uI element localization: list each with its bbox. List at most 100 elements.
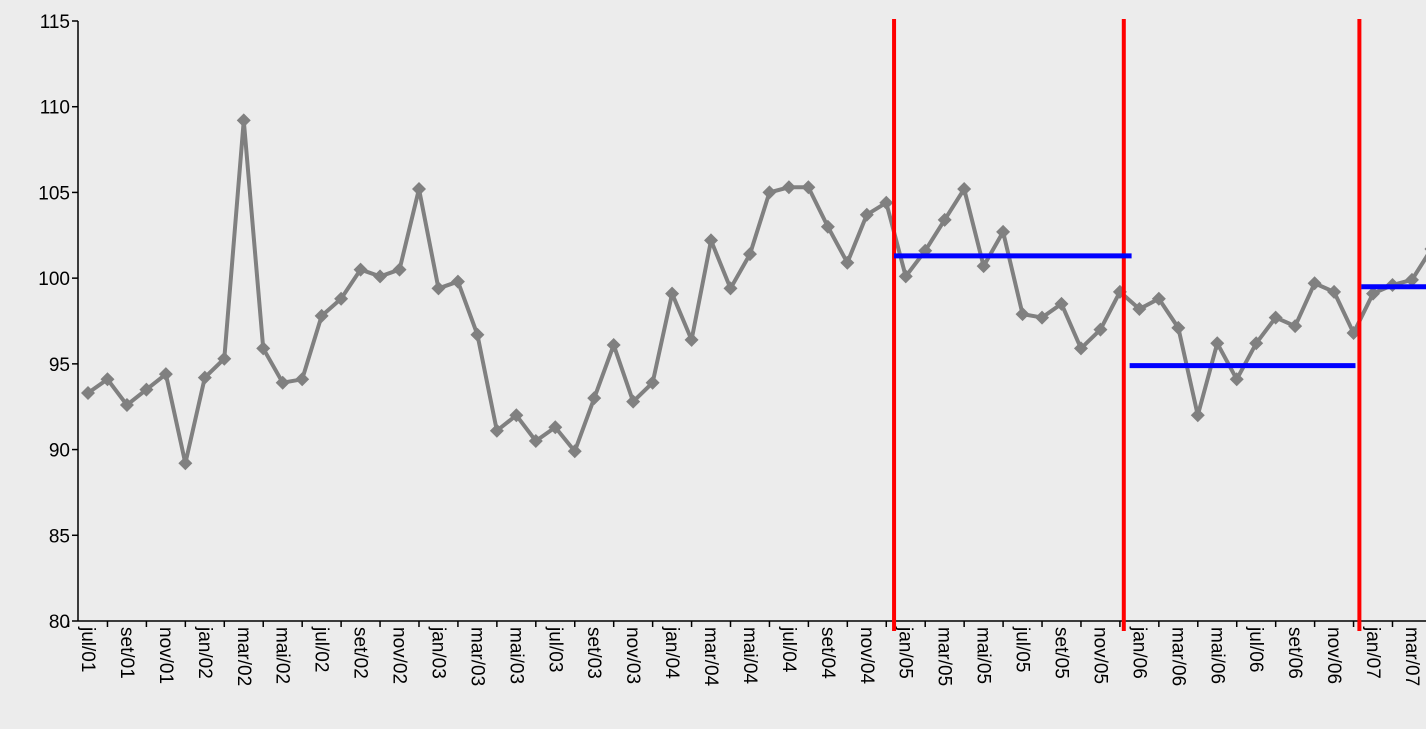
x-tick-label: mai/06: [1206, 627, 1227, 684]
x-tick-label: mar/06: [1167, 627, 1188, 686]
data-point: [762, 185, 777, 200]
data-point: [431, 281, 446, 296]
data-point: [1190, 408, 1205, 423]
x-tick-label: mai/03: [505, 627, 526, 684]
x-tick-label: jan/03: [427, 626, 448, 679]
data-point: [704, 233, 719, 248]
data-point: [898, 269, 913, 284]
data-point: [1346, 326, 1361, 340]
data-point: [139, 382, 154, 397]
data-point: [665, 286, 680, 301]
x-tick-label: nov/02: [389, 627, 410, 684]
data-point: [1249, 336, 1264, 351]
x-tick-label: jan/07: [1362, 626, 1383, 679]
x-tick-label: set/06: [1284, 627, 1305, 679]
x-tick-label: mar/02: [233, 627, 254, 686]
data-point: [256, 341, 271, 356]
data-point: [295, 372, 310, 387]
data-point: [158, 367, 173, 382]
data-point: [587, 391, 602, 406]
data-point: [236, 113, 251, 128]
data-point: [528, 434, 543, 448]
data-point: [1132, 302, 1147, 316]
data-point: [411, 182, 426, 196]
data-point: [392, 262, 407, 277]
x-tick-label: mar/05: [934, 627, 955, 686]
data-point: [275, 375, 290, 390]
data-point: [353, 262, 368, 277]
y-tick-label: 90: [49, 441, 70, 462]
y-tick-label: 110: [40, 98, 70, 119]
data-point: [1073, 341, 1088, 356]
data-point: [1404, 272, 1419, 287]
data-point: [567, 444, 582, 459]
data-point: [937, 212, 952, 227]
data-point: [470, 327, 485, 342]
data-point: [918, 243, 933, 258]
data-point: [489, 423, 504, 438]
x-tick-label: mar/03: [466, 627, 487, 686]
data-point: [334, 291, 349, 306]
x-tick-label: jul/03: [544, 626, 565, 672]
data-point: [1015, 307, 1030, 322]
x-tick-label: jul/02: [311, 626, 332, 672]
data-point: [1229, 372, 1244, 387]
x-tick-label: mai/05: [973, 627, 994, 684]
data-point: [509, 408, 524, 423]
x-tick-label: jul/04: [778, 626, 799, 673]
data-point: [645, 375, 660, 390]
y-tick-label: 100: [38, 269, 70, 290]
x-tick-label: set/01: [116, 627, 137, 679]
data-line: [86, 120, 1426, 464]
data-point: [450, 274, 465, 289]
x-tick-label: nov/01: [155, 627, 176, 684]
data-point: [606, 338, 621, 352]
data-point: [119, 398, 134, 412]
data-point: [1366, 286, 1381, 301]
x-tick-label: jul/01: [77, 626, 98, 672]
data-point: [684, 332, 699, 347]
x-tick-label: nov/05: [1089, 627, 1110, 684]
x-tick-label: set/05: [1051, 627, 1072, 679]
y-tick-label: 95: [49, 355, 70, 376]
x-tick-label: jan/06: [1128, 626, 1149, 679]
data-point: [1268, 310, 1283, 325]
data-point: [801, 180, 816, 195]
data-point: [1171, 320, 1186, 335]
data-point: [1307, 276, 1322, 291]
data-point: [840, 255, 855, 270]
data-point: [1210, 336, 1225, 351]
x-tick-label: mar/04: [700, 627, 721, 687]
data-point: [781, 180, 796, 195]
data-point: [1054, 296, 1069, 311]
data-point: [1035, 310, 1050, 325]
x-tick-label: mai/02: [272, 627, 293, 684]
data-point: [1151, 291, 1166, 306]
x-tick-label: jan/04: [661, 626, 682, 679]
data-point: [626, 394, 641, 409]
data-point: [820, 219, 835, 234]
data-point: [976, 259, 991, 274]
data-point: [1327, 284, 1342, 299]
y-tick-label: 80: [49, 612, 70, 633]
x-tick-label: jan/02: [194, 626, 215, 679]
y-tick-label: 105: [38, 183, 70, 204]
x-tick-label: mar/07: [1401, 627, 1422, 686]
data-point: [879, 195, 894, 210]
data-point: [1093, 322, 1108, 337]
x-tick-label: jul/05: [1012, 626, 1033, 672]
plot-area: 80 85 90 95 100 105 110 115 jul/01 set/01 nov/01 ja…: [38, 12, 1426, 687]
data-point: [957, 182, 972, 196]
data-point: [373, 269, 388, 284]
data-point: [1288, 319, 1303, 334]
data-point: [314, 308, 329, 323]
x-tick-label: nov/06: [1323, 627, 1344, 684]
x-tick-label: nov/04: [856, 627, 877, 684]
x-tick-label: mai/04: [739, 627, 760, 684]
data-point: [217, 351, 232, 366]
y-tick-label: 115: [40, 12, 70, 33]
data-point: [723, 281, 738, 296]
x-tick-label: jul/06: [1245, 626, 1266, 672]
